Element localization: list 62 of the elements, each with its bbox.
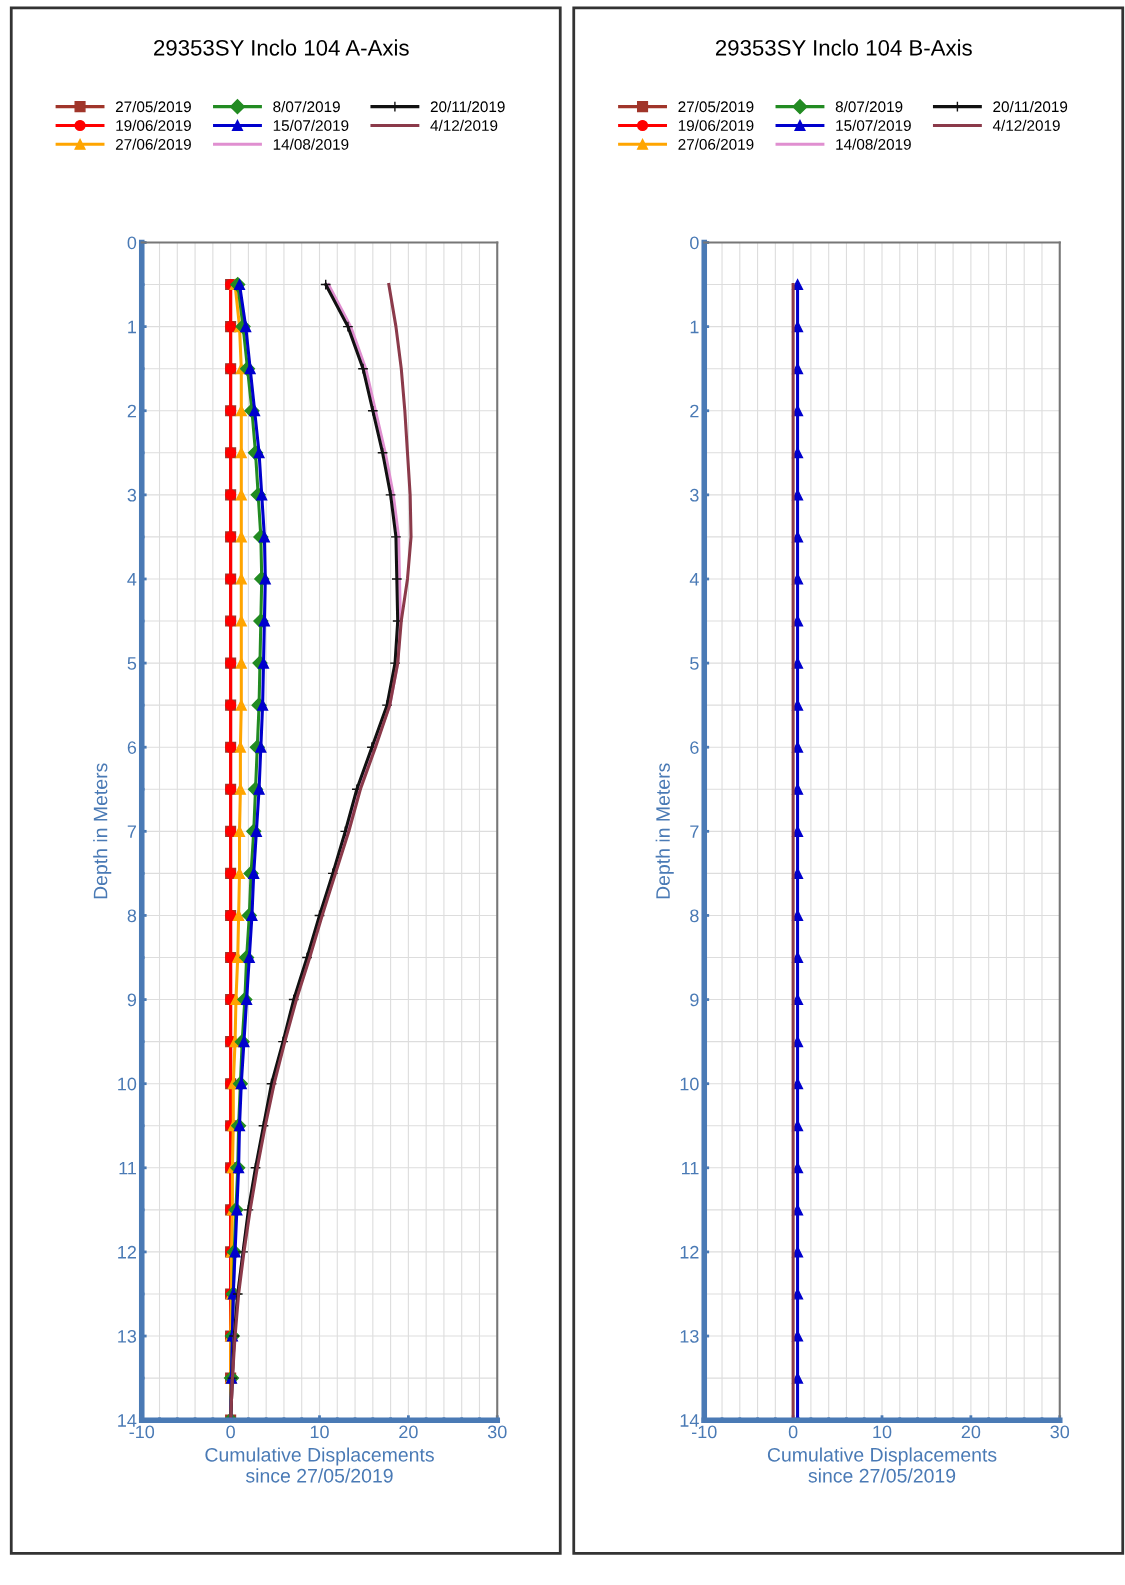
y-tick-label: 13 <box>118 1329 137 1343</box>
legend-label: 27/05/2019 <box>115 100 191 113</box>
x-axis-title: Cumulative Displacements since 27/05/2019 <box>767 1447 997 1483</box>
x-tick-label: 10 <box>873 1425 892 1439</box>
y-axis-title: Depth in Meters <box>655 763 674 899</box>
y-tick-label: 2 <box>127 404 136 418</box>
y-tick-label: 11 <box>119 1161 137 1175</box>
y-tick-label: 14 <box>680 1414 699 1427</box>
y-tick-label: 0 <box>127 236 137 250</box>
y-tick-label: 4 <box>127 573 137 586</box>
chart-title: 29353SY Inclo 104 B-Axis <box>715 39 972 56</box>
y-tick-label: 13 <box>680 1329 699 1343</box>
x-tick-label: 0 <box>226 1425 235 1439</box>
y-tick-label: 14 <box>118 1414 137 1427</box>
legend-label: 15/07/2019 <box>273 119 349 131</box>
y-tick-label: 10 <box>680 1077 699 1091</box>
y-tick-label: 3 <box>127 488 137 502</box>
y-tick-label: 12 <box>680 1245 699 1259</box>
legend-label: 8/07/2019 <box>273 100 340 113</box>
legend-label: 20/11/2019 <box>430 100 505 113</box>
legend-label: 27/06/2019 <box>678 138 754 150</box>
y-tick-label: 10 <box>118 1077 137 1091</box>
y-tick-label: 1 <box>690 320 699 334</box>
x-tick-label: 20 <box>961 1425 981 1439</box>
y-tick-label: 0 <box>690 236 699 250</box>
legend-label: 15/07/2019 <box>836 119 911 131</box>
y-tick-label: 5 <box>690 657 699 670</box>
y-tick-label: 11 <box>682 1161 699 1175</box>
legend-label: 14/08/2019 <box>273 138 349 150</box>
y-tick-label: 3 <box>690 488 699 502</box>
x-tick-label: 30 <box>1050 1425 1070 1439</box>
legend-label: 27/05/2019 <box>678 100 754 113</box>
x-tick-label: -10 <box>692 1425 717 1439</box>
y-tick-label: 7 <box>690 825 699 838</box>
y-axis-title: Depth in Meters <box>93 763 112 899</box>
x-tick-label: 10 <box>310 1425 329 1439</box>
y-tick-label: 12 <box>118 1245 136 1259</box>
x-axis-title: Cumulative Displacements since 27/05/2019 <box>205 1447 434 1483</box>
y-tick-label: 2 <box>690 404 699 418</box>
y-tick-label: 8 <box>690 909 699 923</box>
x-tick-label: 30 <box>487 1425 507 1439</box>
legend-label: 8/07/2019 <box>835 100 903 113</box>
y-tick-label: 1 <box>128 320 137 334</box>
x-tick-label: 0 <box>788 1425 798 1439</box>
y-tick-label: 9 <box>127 993 137 1007</box>
y-tick-label: 7 <box>127 825 136 838</box>
legend-label: 14/08/2019 <box>836 138 911 150</box>
legend-label: 4/12/2019 <box>992 119 1060 131</box>
y-tick-label: 8 <box>127 909 137 923</box>
x-tick-label: -10 <box>129 1425 155 1439</box>
y-tick-label: 6 <box>690 741 699 754</box>
legend-label: 19/06/2019 <box>116 119 191 131</box>
y-tick-label: 6 <box>127 741 137 754</box>
legend-label: 20/11/2019 <box>993 100 1068 113</box>
legend-label: 4/12/2019 <box>430 119 498 131</box>
legend-label: 19/06/2019 <box>678 119 754 131</box>
y-tick-label: 4 <box>689 573 699 586</box>
y-tick-label: 5 <box>127 657 137 670</box>
x-tick-label: 20 <box>399 1425 418 1439</box>
chart-title: 29353SY Inclo 104 A-Axis <box>154 39 409 56</box>
legend-label: 27/06/2019 <box>115 138 191 150</box>
y-tick-label: 9 <box>690 993 699 1007</box>
